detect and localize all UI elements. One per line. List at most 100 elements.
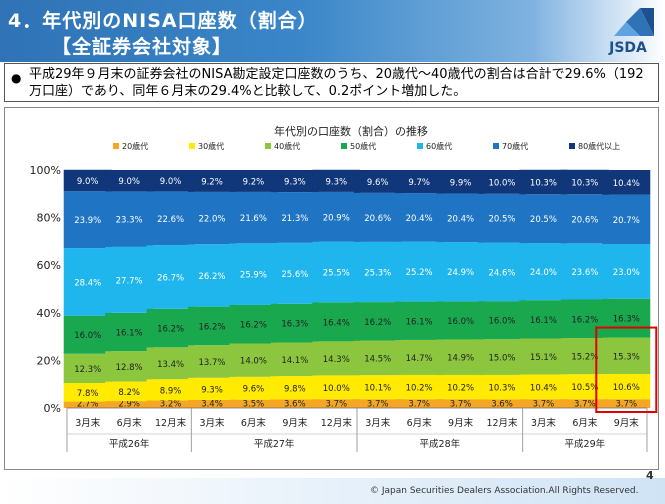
data-label: 8.2% <box>118 388 140 398</box>
data-label: 9.7% <box>408 178 430 188</box>
bar-segment <box>395 241 444 302</box>
bar-segment <box>353 192 402 242</box>
data-label: 3.7% <box>533 400 555 410</box>
bar-segment <box>478 374 526 400</box>
bar-segment <box>395 339 444 375</box>
data-label: 20.4% <box>447 214 474 224</box>
data-label: 24.9% <box>447 268 474 278</box>
bar-segment <box>312 399 361 408</box>
data-label: 21.6% <box>240 214 267 224</box>
data-label: 16.3% <box>613 315 640 325</box>
copyright-text: © Japan Securities Dealers Association.A… <box>370 486 639 496</box>
bar-segment <box>436 339 485 375</box>
data-label: 16.2% <box>157 325 184 335</box>
bar-segment <box>395 170 444 194</box>
bar-segment <box>519 399 568 408</box>
data-label: 12.8% <box>116 363 143 373</box>
data-label: 15.1% <box>530 353 557 363</box>
data-label: 20.9% <box>323 213 350 223</box>
data-label: 22.6% <box>157 215 184 225</box>
bar-segment <box>353 302 402 341</box>
data-label: 10.3% <box>571 179 598 189</box>
data-label: 3.6% <box>284 400 306 410</box>
bar-segment <box>353 375 402 400</box>
bar-segment <box>105 381 154 402</box>
bar-segment <box>395 301 444 340</box>
bar-segment <box>63 315 112 354</box>
data-label: 20.4% <box>406 214 433 224</box>
legend-label: 80歳代以上 <box>578 141 620 151</box>
group-label: 平成26年 <box>109 438 150 450</box>
data-label: 3.7% <box>615 400 637 410</box>
bar-segment <box>146 308 195 348</box>
data-label: 9.0% <box>118 177 140 187</box>
bar-segment <box>436 242 485 302</box>
bar-segment <box>478 193 526 243</box>
data-label: 10.2% <box>406 384 433 394</box>
bar-segment <box>229 343 278 377</box>
bar-segment <box>560 169 609 195</box>
bar-segment <box>602 298 651 338</box>
data-label: 25.5% <box>323 268 350 278</box>
data-label: 10.0% <box>323 384 350 394</box>
bar-segment <box>270 303 319 343</box>
bar-segment <box>229 191 278 244</box>
bar-segment <box>63 248 112 316</box>
data-label: 3.7% <box>574 400 596 410</box>
data-label: 10.4% <box>530 383 557 393</box>
bar-segment <box>560 399 609 408</box>
bar-segment <box>188 306 236 346</box>
bar-segment <box>312 169 361 192</box>
bar-segment <box>146 191 195 246</box>
data-label: 3.4% <box>201 400 223 410</box>
legend-label: 60歳代 <box>426 141 452 151</box>
x-tick-label: 6月末 <box>241 417 267 429</box>
bar-segment <box>436 399 485 408</box>
group-label: 平成29年 <box>565 438 606 450</box>
data-label: 10.4% <box>613 179 640 189</box>
x-tick-label: 9月末 <box>614 417 640 429</box>
data-label: 20.5% <box>488 215 515 225</box>
data-label: 9.2% <box>201 177 223 187</box>
data-label: 15.2% <box>571 353 598 363</box>
bar-segment <box>602 170 651 195</box>
bar-segment <box>312 241 361 303</box>
y-tick-label: 60% <box>37 259 61 272</box>
bar-segment <box>353 340 402 376</box>
data-label: 2.9% <box>118 400 140 410</box>
jsda-logo-icon <box>614 8 654 36</box>
data-label: 12.3% <box>74 365 101 375</box>
bar-segment <box>146 170 195 192</box>
data-label: 27.7% <box>116 276 143 286</box>
data-label: 3.6% <box>491 400 513 410</box>
data-label: 9.2% <box>243 177 265 187</box>
data-label: 20.6% <box>364 214 391 224</box>
bar-segment <box>478 339 526 375</box>
data-label: 10.0% <box>488 178 515 188</box>
bar-segment <box>602 194 651 245</box>
bar-segment <box>63 401 112 408</box>
data-label: 16.1% <box>406 317 433 327</box>
legend-swatch <box>493 143 499 149</box>
y-tick-label: 80% <box>37 212 61 225</box>
bar-segment <box>395 374 444 400</box>
data-label: 9.0% <box>160 177 182 187</box>
bar-segment <box>436 301 485 340</box>
data-label: 23.3% <box>116 216 143 226</box>
bar-segment <box>478 399 526 408</box>
data-label: 16.2% <box>240 321 267 331</box>
x-tick-label: 6月末 <box>117 417 143 429</box>
bar-segment <box>229 304 278 344</box>
bar-segment <box>560 299 609 339</box>
bar-segment <box>270 399 319 408</box>
data-label: 25.9% <box>240 271 267 281</box>
bar-segment <box>519 374 568 400</box>
summary-box: ● 平成29年９月末の証券会社のNISA勘定設定口座数のうち、20歳代～40歳代… <box>4 63 659 102</box>
legend-label: 70歳代 <box>502 141 528 151</box>
data-label: 3.7% <box>450 400 472 410</box>
data-label: 9.8% <box>284 384 306 394</box>
data-label: 16.2% <box>198 322 225 332</box>
bar-segment <box>519 194 568 244</box>
data-label: 3.5% <box>243 400 265 410</box>
bar-segment <box>395 193 444 242</box>
